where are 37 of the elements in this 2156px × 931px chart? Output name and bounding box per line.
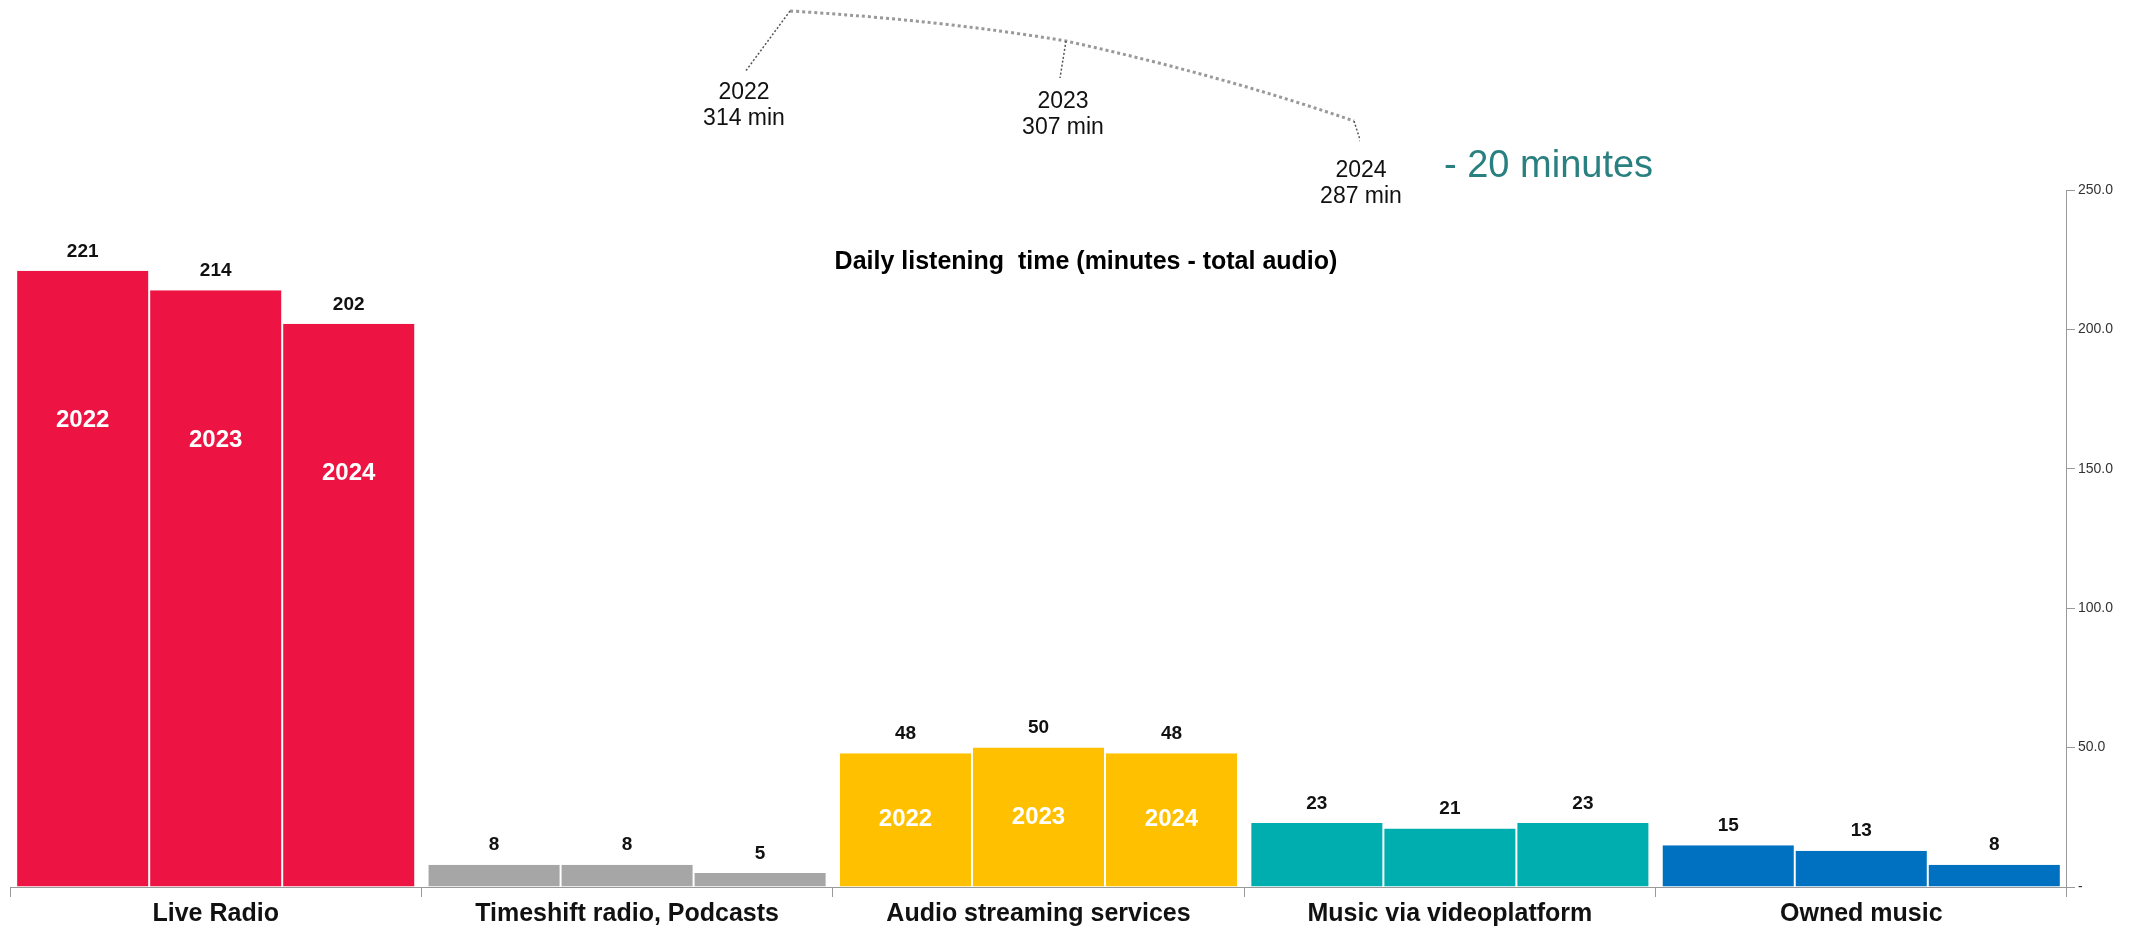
data-label: 48: [1160, 721, 1183, 743]
data-label: 23: [1572, 791, 1594, 813]
data-label: 21: [1439, 797, 1461, 819]
annotation: 2024 287 min: [1320, 156, 1402, 209]
text: - 20 minutes: [1444, 143, 1654, 186]
data-label: 15: [1717, 813, 1740, 835]
data-label: 5: [754, 841, 766, 863]
x-tick-label: Owned music: [1780, 897, 1943, 926]
text: 2022: [55, 405, 110, 433]
y-tick-label: 150.0: [2077, 459, 2114, 476]
data-label: 8: [488, 833, 500, 855]
x-tick-label: Music via videoplatform: [1307, 897, 1593, 926]
y-tick-label: -: [2077, 877, 2083, 894]
data-label: 50: [1027, 716, 1050, 738]
data-label: 8: [1989, 833, 2000, 855]
data-label: 8: [621, 833, 633, 855]
data-label: 13: [1850, 819, 1872, 841]
x-tick-label: Timeshift radio, Podcasts: [475, 897, 779, 926]
y-tick-label: 250.0: [2077, 180, 2114, 197]
series-label: 2022: [878, 804, 933, 832]
data-label: 48: [894, 721, 917, 743]
text: 2023: [189, 424, 243, 452]
series-label: 2023: [1011, 801, 1066, 829]
y-tick-label: 50.0: [2077, 738, 2106, 755]
text: 2023 307 min: [1022, 87, 1104, 140]
y-tick-label: 100.0: [2077, 599, 2114, 616]
series-label: 2024: [1144, 804, 1199, 832]
data-label: 23: [1306, 791, 1328, 813]
data-label: 214: [199, 259, 232, 281]
text: Daily listening time (minutes - total audio): [834, 246, 1338, 275]
data-label: 221: [66, 239, 99, 261]
x-tick-label: Audio streaming services: [886, 897, 1191, 926]
y-tick-label: 200.0: [2077, 320, 2114, 337]
text: 2022 314 min: [703, 78, 785, 131]
x-tick-label: Live Radio: [152, 897, 279, 926]
text: 2024: [322, 458, 376, 486]
data-label: 202: [332, 292, 365, 314]
